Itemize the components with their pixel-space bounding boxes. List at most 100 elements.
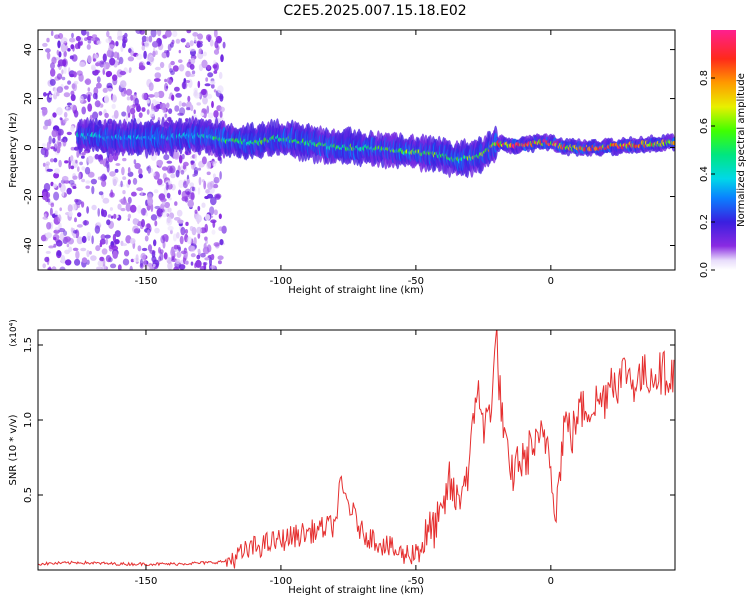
noise-speck [158,38,162,45]
noise-speck [193,109,196,115]
noise-speck [139,258,144,268]
noise-speck [102,197,110,204]
noise-speck [131,191,137,197]
noise-speck [99,160,105,165]
noise-speck [70,104,77,111]
noise-speck [174,105,180,112]
colorbar-tick-label: 0.0 [699,262,710,278]
noise-speck [151,103,154,111]
noise-speck [150,30,157,38]
noise-speck [112,74,118,81]
noise-speck [63,50,67,58]
noise-speck [161,51,168,59]
noise-speck [158,256,162,262]
snr-series-line [38,330,675,569]
noise-speck [79,161,83,166]
noise-speck [159,61,165,69]
spectrogram-ylabel: Frequency (Hz) [8,112,19,188]
noise-speck [81,30,87,36]
noise-speck [81,155,85,159]
noise-speck [109,57,116,66]
noise-speck [77,41,81,49]
noise-speck [133,159,137,165]
noise-speck [96,82,102,89]
noise-speck [189,40,194,47]
noise-speck [213,110,219,118]
noise-speck [59,232,65,241]
noise-speck [106,30,110,38]
noise-speck [94,225,101,234]
noise-speck [196,254,201,260]
noise-speck [138,112,143,118]
noise-speck [44,213,47,218]
noise-speck [132,218,139,225]
noise-speck [56,49,59,56]
noise-speck [190,245,196,252]
noise-speck [147,94,155,98]
noise-speck [73,247,78,251]
noise-speck [117,35,124,41]
noise-speck [49,207,53,216]
noise-speck [105,156,110,164]
noise-speck [87,87,91,92]
noise-speck [210,160,218,164]
noise-speck [107,214,112,218]
noise-speck [178,100,182,107]
noise-speck [143,50,147,60]
noise-speck [63,92,71,98]
noise-speck [176,209,183,217]
noise-speck [94,153,100,160]
noise-speck [190,104,194,112]
y-tick-label: 1.0 [23,412,34,428]
noise-speck [105,70,113,77]
noise-speck [157,178,163,186]
noise-speck [81,201,85,208]
noise-speck [86,31,90,37]
chart-title: C2E5.2025.007.15.18.E02 [283,3,466,19]
noise-speck [126,96,131,101]
noise-speck [192,173,196,177]
noise-speck [91,235,94,245]
noise-speck [155,50,158,55]
noise-speck [174,86,180,92]
y-tick-label: 0.5 [23,487,34,503]
noise-speck [101,179,107,188]
noise-speck [198,48,203,55]
noise-speck [106,49,112,58]
noise-speck [186,236,193,244]
noise-speck [102,53,107,62]
noise-speck [54,210,58,216]
noise-speck [96,221,101,226]
noise-speck [69,55,74,60]
noise-speck [191,70,196,75]
noise-speck [75,159,78,164]
noise-speck [70,183,77,188]
noise-speck [42,162,46,167]
noise-speck [104,234,111,239]
noise-speck [125,88,133,96]
noise-speck [176,251,182,258]
noise-speck [138,168,143,175]
noise-speck [66,131,72,136]
noise-speck [136,187,144,192]
noise-speck [209,206,215,216]
noise-speck [152,263,156,268]
noise-speck [144,39,150,48]
x-tick-label: -50 [408,576,424,587]
noise-speck [71,32,74,39]
noise-speck [84,78,92,85]
noise-speck [120,180,123,188]
noise-speck [141,92,148,100]
noise-speck [46,222,52,230]
noise-speck [122,157,127,162]
noise-speck [146,109,150,115]
noise-speck [172,233,177,242]
noise-speck [164,78,168,83]
snr-frame [37,329,676,571]
noise-speck [99,242,103,248]
noise-speck [73,233,77,238]
noise-speck [222,41,226,49]
noise-speck [92,111,99,120]
noise-speck [119,70,127,76]
noise-speck [121,111,127,117]
